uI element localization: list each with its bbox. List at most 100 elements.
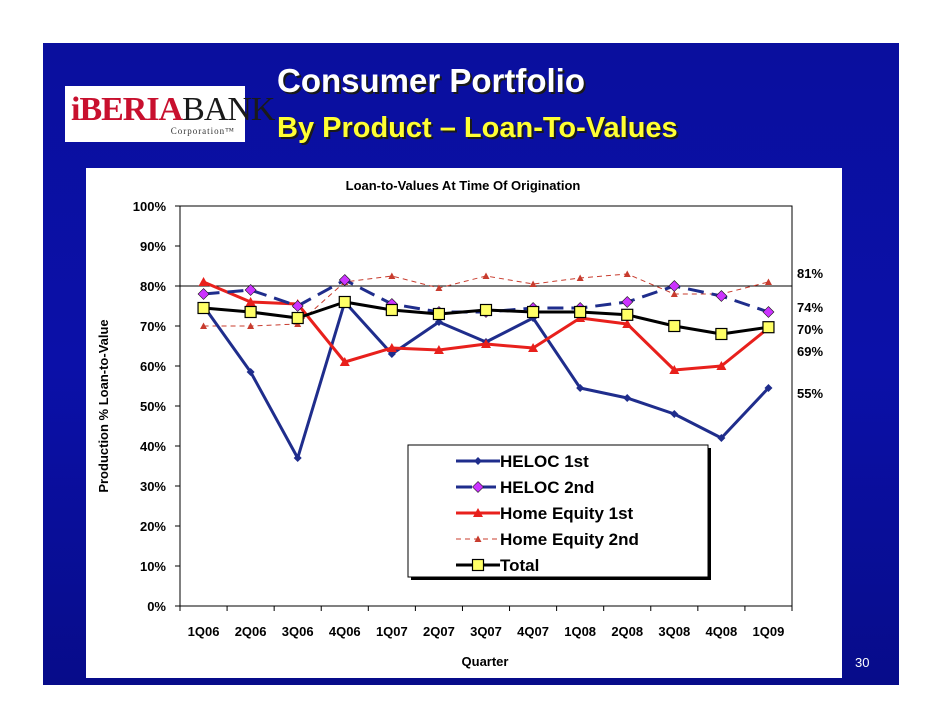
- data-point-home-equity-2nd: [482, 272, 490, 279]
- x-tick-label: 2Q08: [611, 624, 643, 639]
- data-point-home-equity-2nd: [200, 322, 208, 329]
- data-point-home-equity-1st: [386, 343, 397, 352]
- data-point-heloc-2nd: [621, 296, 634, 308]
- y-axis-label: Production % Loan-to-Value: [96, 319, 111, 492]
- chart-title: Loan-to-Values At Time Of Origination: [346, 178, 581, 193]
- slide-subtitle: By Product – Loan-To-Values: [277, 112, 678, 144]
- x-tick-label: 3Q07: [470, 624, 502, 639]
- data-point-home-equity-2nd: [670, 290, 678, 297]
- legend-marker: [474, 535, 482, 542]
- data-point-total: [385, 303, 398, 317]
- data-point-total: [762, 321, 775, 334]
- data-point-heloc-2nd: [244, 284, 257, 296]
- y-tick-label: 0%: [147, 599, 166, 614]
- data-point-home-equity-2nd: [435, 284, 443, 291]
- page-number: 30: [855, 655, 870, 670]
- data-point-home-equity-2nd: [529, 280, 537, 287]
- data-point-heloc-1st: [293, 454, 302, 462]
- y-tick-label: 60%: [140, 359, 166, 374]
- legend-label: Home Equity 2nd: [500, 530, 639, 549]
- data-point-heloc-1st: [764, 384, 773, 392]
- legend-label: Home Equity 1st: [500, 504, 634, 523]
- legend-box: [407, 444, 709, 578]
- x-tick-label: 2Q07: [423, 624, 455, 639]
- legend-marker: [471, 558, 485, 572]
- x-tick-label: 1Q06: [188, 624, 220, 639]
- x-tick-label: 3Q06: [282, 624, 314, 639]
- data-point-total: [338, 295, 351, 309]
- y-tick-label: 30%: [140, 479, 166, 494]
- data-point-home-equity-2nd: [247, 322, 255, 329]
- data-point-total: [479, 303, 493, 317]
- end-value-label: 70%: [797, 322, 823, 337]
- data-point-home-equity-1st: [433, 345, 444, 354]
- data-point-heloc-2nd: [715, 290, 728, 302]
- y-tick-label: 100%: [133, 199, 167, 214]
- x-tick-label: 3Q08: [658, 624, 690, 639]
- legend-marker: [472, 481, 484, 493]
- x-axis-label: Quarter: [462, 654, 509, 669]
- x-tick-label: 4Q06: [329, 624, 361, 639]
- data-point-heloc-1st: [670, 410, 679, 418]
- x-tick-label: 4Q08: [705, 624, 737, 639]
- y-tick-label: 10%: [140, 559, 166, 574]
- y-tick-label: 80%: [140, 279, 166, 294]
- y-tick-label: 40%: [140, 439, 166, 454]
- data-point-heloc-2nd: [338, 274, 351, 286]
- data-point-home-equity-1st: [669, 365, 680, 374]
- data-point-home-equity-1st: [245, 297, 256, 306]
- data-point-home-equity-2nd: [576, 274, 584, 281]
- data-point-heloc-1st: [246, 368, 255, 376]
- data-point-heloc-1st: [576, 384, 585, 392]
- iberiabank-logo: iBERIABANK Corporation™: [65, 86, 275, 142]
- series-line-heloc-1st: [202, 300, 770, 460]
- data-point-home-equity-1st: [339, 357, 350, 366]
- data-point-heloc-2nd: [197, 288, 210, 300]
- y-tick-label: 20%: [140, 519, 166, 534]
- data-point-total: [668, 319, 681, 333]
- x-tick-label: 4Q07: [517, 624, 549, 639]
- data-point-home-equity-2nd: [388, 272, 396, 279]
- data-point-heloc-2nd: [291, 300, 304, 312]
- data-point-home-equity-2nd: [764, 278, 772, 285]
- legend-marker: [474, 457, 482, 465]
- data-point-home-equity-2nd: [623, 270, 631, 277]
- data-point-home-equity-1st: [528, 343, 539, 352]
- y-tick-label: 90%: [140, 239, 166, 254]
- data-point-total: [291, 311, 304, 325]
- x-tick-label: 1Q09: [753, 624, 785, 639]
- data-point-home-equity-1st: [622, 319, 633, 328]
- data-point-total: [574, 305, 587, 319]
- legend-marker: [473, 508, 483, 517]
- data-point-heloc-2nd: [668, 280, 681, 292]
- end-value-label: 81%: [797, 266, 823, 281]
- data-point-total: [197, 301, 210, 315]
- data-point-total: [244, 305, 257, 319]
- logo-wordmark: iBERIABANK: [71, 91, 275, 128]
- logo-subtitle: Corporation™: [170, 126, 235, 136]
- legend-label: Total: [500, 556, 539, 575]
- data-point-total: [715, 327, 728, 341]
- data-point-heloc-1st: [717, 434, 726, 442]
- end-value-label: 55%: [797, 386, 823, 401]
- end-value-label: 74%: [797, 300, 823, 315]
- x-tick-label: 1Q08: [564, 624, 596, 639]
- series-line-home-equity-1st: [202, 280, 770, 372]
- x-tick-label: 1Q07: [376, 624, 408, 639]
- data-point-total: [432, 307, 446, 321]
- data-point-total: [526, 305, 540, 319]
- y-tick-label: 50%: [140, 399, 166, 414]
- data-point-total: [621, 308, 634, 321]
- legend-label: HELOC 2nd: [500, 478, 594, 497]
- x-tick-label: 2Q06: [235, 624, 267, 639]
- data-point-heloc-1st: [623, 394, 632, 402]
- data-point-home-equity-1st: [716, 361, 727, 370]
- data-point-heloc-2nd: [762, 306, 775, 318]
- chart-panel: [86, 168, 842, 678]
- end-value-label: 69%: [797, 344, 823, 359]
- data-point-home-equity-1st: [198, 277, 209, 286]
- y-tick-label: 70%: [140, 319, 166, 334]
- data-point-home-equity-1st: [481, 339, 491, 348]
- slide-title: Consumer Portfolio: [277, 62, 586, 99]
